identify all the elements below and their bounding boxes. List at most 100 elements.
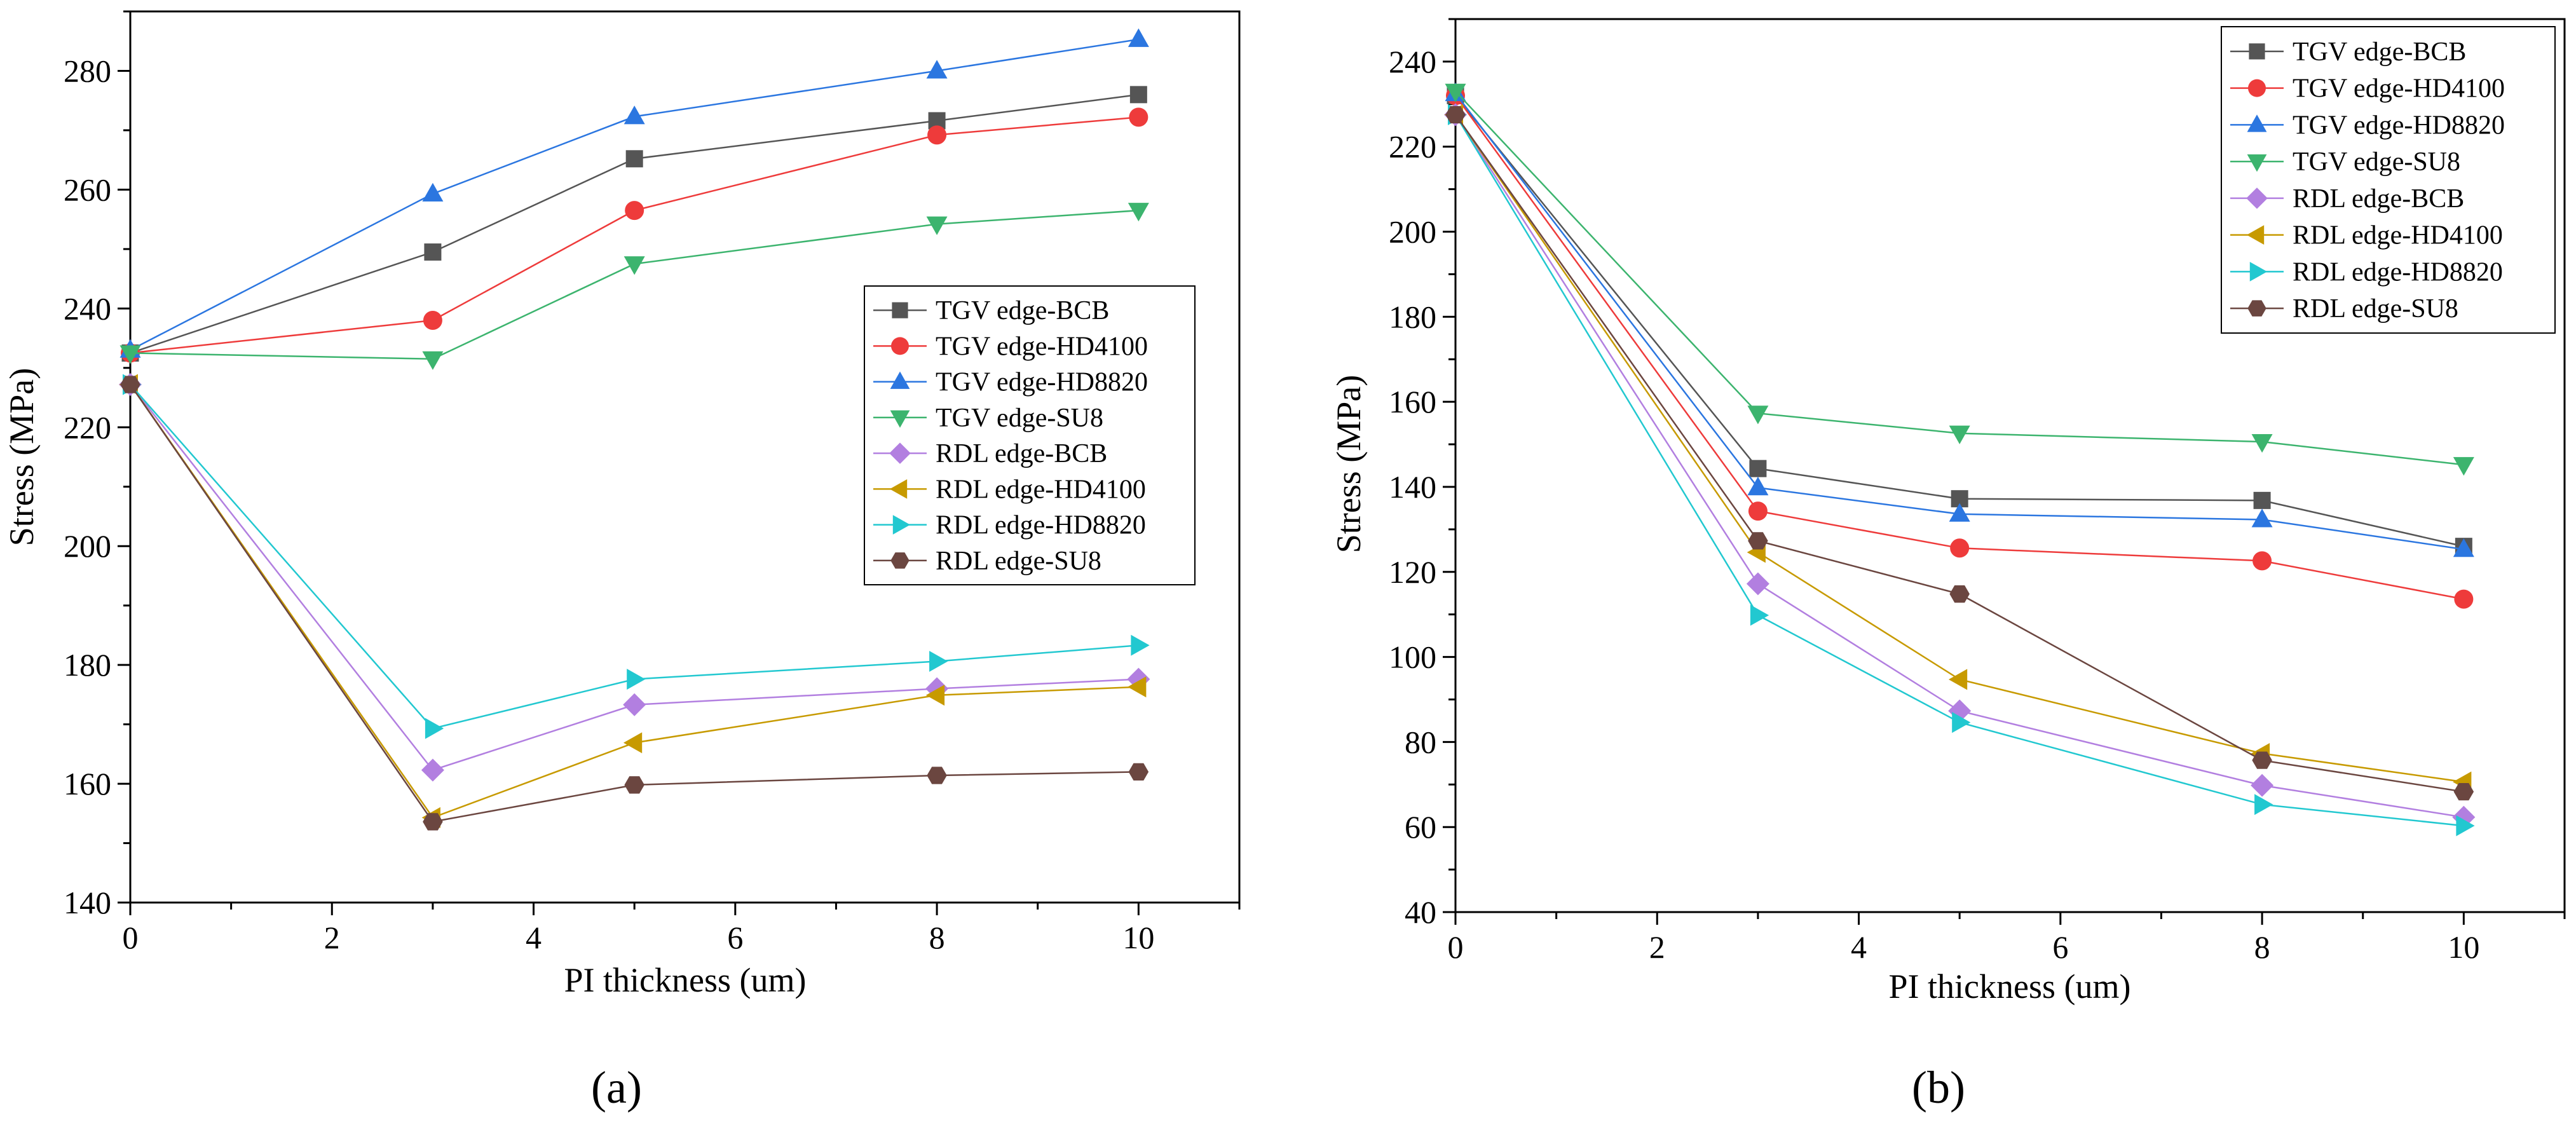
data-point [2453, 783, 2474, 801]
y-tick-label: 260 [64, 172, 111, 207]
legend-marker [892, 515, 911, 535]
data-point [2453, 538, 2474, 557]
legend-marker [890, 371, 910, 389]
legend-label: RDL edge-HD8820 [936, 511, 1146, 540]
data-point [624, 106, 645, 125]
legend-item-rdl-edge-bcb: RDL edge-BCB [873, 439, 1107, 468]
legend-marker [891, 337, 909, 355]
legend-marker [2246, 188, 2268, 209]
plot-frame [1454, 18, 2566, 913]
plot-frame [129, 10, 1241, 904]
data-point [2454, 589, 2474, 609]
legend-label: TGV edge-BCB [2293, 38, 2466, 67]
legend-label: TGV edge-HD4100 [2293, 74, 2505, 104]
panel-caption: (b) [1912, 1062, 1965, 1113]
legend-label: TGV edge-HD8820 [2293, 111, 2505, 140]
legend-marker [2247, 154, 2267, 172]
y-tick-label: 100 [1389, 639, 1436, 675]
x-tick-label: 2 [324, 920, 340, 955]
x-tick-label: 10 [1122, 920, 1154, 955]
legend-item-tgv-edge-bcb: TGV edge-BCB [873, 296, 1109, 325]
legend-label: TGV edge-HD4100 [936, 332, 1148, 361]
y-tick-label: 200 [64, 528, 111, 564]
x-tick-label: 8 [2254, 929, 2270, 965]
data-point [927, 125, 947, 145]
data-point [1129, 107, 1148, 127]
data-point [1445, 106, 1466, 124]
data-point [624, 256, 645, 275]
legend-label: RDL edge-HD8820 [2293, 257, 2503, 287]
data-point [1129, 86, 1147, 104]
data-point [1746, 572, 1769, 596]
data-point [926, 60, 948, 79]
y-tick-label: 120 [1389, 554, 1436, 590]
legend-frame [2221, 26, 2556, 334]
legend-marker [890, 410, 910, 428]
data-point [929, 651, 948, 672]
x-tick-label: 6 [727, 920, 743, 955]
legend-item-rdl-edge-bcb: RDL edge-BCB [2230, 184, 2464, 214]
legend-item-tgv-edge-hd4100: TGV edge-HD4100 [2230, 74, 2505, 104]
data-point [2453, 457, 2474, 476]
data-point [627, 669, 646, 690]
data-point [2252, 751, 2272, 769]
legend-label: RDL edge-BCB [936, 439, 1107, 468]
data-point [1128, 28, 1149, 47]
legend: TGV edge-BCB TGV edge-HD4100 TGV edge-HD88… [2221, 26, 2556, 334]
legend-item-rdl-edge-su8: RDL edge-SU8 [873, 547, 1101, 576]
data-point [1949, 503, 1970, 522]
data-point [2251, 434, 2273, 453]
data-point [1950, 538, 1970, 558]
y-tick-label: 220 [64, 409, 111, 445]
legend-marker [889, 479, 908, 499]
data-point [1128, 203, 1149, 222]
legend-item-rdl-edge-hd4100: RDL edge-HD4100 [2230, 221, 2503, 250]
data-point [422, 182, 444, 201]
y-tick-label: 280 [64, 53, 111, 88]
data-point [1445, 83, 1466, 102]
data-point [2456, 815, 2475, 836]
data-point [2254, 794, 2273, 815]
data-point [925, 685, 945, 706]
legend-frame [864, 285, 1196, 585]
data-point [1131, 634, 1150, 656]
data-point [1749, 460, 1767, 477]
y-tick-label: 180 [1389, 299, 1436, 334]
legend-marker [889, 442, 911, 464]
data-point [2251, 508, 2273, 528]
legend-label: TGV edge-BCB [936, 296, 1109, 325]
data-point [1747, 477, 1769, 496]
legend-label: RDL edge-SU8 [2293, 294, 2458, 324]
data-point [1748, 501, 1768, 521]
y-tick-label: 40 [1405, 894, 1436, 930]
legend-marker [2249, 261, 2268, 282]
y-tick-label: 60 [1405, 809, 1436, 845]
y-tick-label: 160 [64, 766, 111, 801]
y-tick-label: 240 [1389, 44, 1436, 79]
y-axis-title: Stress (MPa) [1330, 375, 1368, 554]
legend-marker [890, 552, 910, 569]
data-point [119, 345, 141, 364]
legend-item-tgv-edge-bcb: TGV edge-BCB [2230, 38, 2466, 67]
legend-label: TGV edge-HD8820 [936, 368, 1148, 397]
data-point [1948, 669, 1968, 690]
data-point [1128, 763, 1149, 781]
data-point [1750, 604, 1769, 626]
data-point [1748, 532, 1768, 550]
x-tick-label: 6 [2052, 929, 2068, 965]
legend-item-rdl-edge-hd4100: RDL edge-HD4100 [873, 475, 1146, 504]
y-tick-label: 80 [1405, 724, 1436, 760]
y-tick-label: 180 [64, 647, 111, 683]
legend-marker [2249, 43, 2265, 60]
data-point [422, 351, 444, 371]
series-tgv-edge-su8 [1445, 83, 2474, 476]
legend: TGV edge-BCB TGV edge-HD4100 TGV edge-HD88… [864, 285, 1196, 585]
data-point [1949, 585, 1970, 603]
y-tick-label: 240 [64, 290, 111, 326]
data-point [1747, 406, 1769, 425]
data-point [623, 693, 646, 716]
legend-marker [2246, 225, 2265, 245]
legend-marker [2247, 300, 2266, 317]
legend-item-tgv-edge-su8: TGV edge-SU8 [2230, 147, 2460, 177]
data-point [625, 201, 644, 221]
